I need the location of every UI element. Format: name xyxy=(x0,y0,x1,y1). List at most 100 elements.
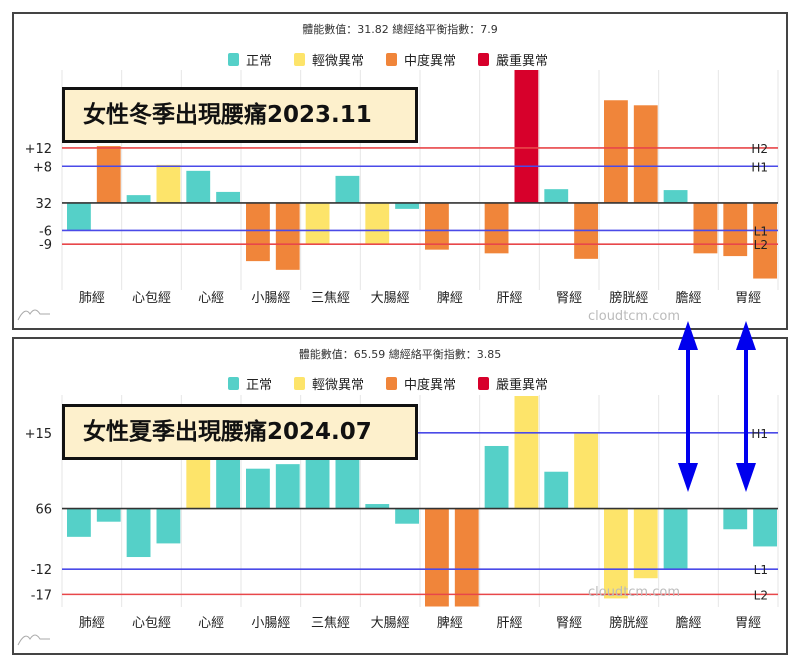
y-tick-label: +12 xyxy=(25,142,52,157)
bar-大腸經-left xyxy=(365,202,390,245)
bar-肝經-left xyxy=(484,202,509,254)
bar-脾經-right xyxy=(454,508,479,607)
chart-subtitle: 體能數值：65.59 總經絡平衡指數：3.85 xyxy=(299,347,501,361)
bar-肺經-left xyxy=(67,202,91,231)
bar-小腸經-right xyxy=(275,464,300,509)
bar-小腸經-left xyxy=(246,468,270,509)
x-tick-label: 三焦經 xyxy=(311,291,350,306)
x-tick-label: 大腸經 xyxy=(371,291,410,306)
legend-label: 正常 xyxy=(246,378,272,393)
legend-label: 正常 xyxy=(246,54,272,69)
x-tick-label: 腎經 xyxy=(556,616,582,631)
legend-label: 嚴重異常 xyxy=(496,53,548,69)
x-tick-label: 脾經 xyxy=(437,291,463,306)
bar-小腸經-left xyxy=(246,202,270,262)
x-tick-label: 三焦經 xyxy=(311,616,350,631)
x-tick-label: 心經 xyxy=(198,291,224,306)
bar-胃經-left xyxy=(723,202,748,257)
bar-腎經-left xyxy=(544,189,569,203)
y-baseline-label: 32 xyxy=(35,197,52,212)
bar-膽經-right xyxy=(693,202,718,254)
x-tick-label: 心包經 xyxy=(132,616,171,631)
bar-膽經-left xyxy=(663,190,688,203)
legend-label: 嚴重異常 xyxy=(496,377,548,393)
x-tick-label: 腎經 xyxy=(556,291,582,306)
bar-大腸經-left xyxy=(365,504,390,509)
reference-line-label: H2 xyxy=(751,142,768,156)
x-tick-label: 膽經 xyxy=(675,291,701,306)
x-tick-label: 膽經 xyxy=(675,616,701,631)
chart-title-summer: 女性夏季出現腰痛2024.07 xyxy=(62,404,418,460)
x-tick-label: 心經 xyxy=(198,616,224,631)
x-tick-label: 胃經 xyxy=(735,291,761,306)
bar-膀胱經-right xyxy=(633,508,658,579)
bar-三焦經-left xyxy=(305,202,330,245)
y-baseline-label: 66 xyxy=(35,503,52,518)
bar-三焦經-left xyxy=(305,455,330,509)
x-tick-label: 膀胱經 xyxy=(609,615,648,631)
bar-膀胱經-left xyxy=(604,508,628,599)
y-tick-label: +8 xyxy=(33,160,52,175)
legend-label: 輕微異常 xyxy=(312,378,364,393)
logo-icon xyxy=(17,634,50,646)
bar-心包經-left xyxy=(126,195,151,203)
legend-swatch xyxy=(386,377,397,390)
bar-心包經-right xyxy=(156,164,181,203)
x-tick-label: 肝經 xyxy=(496,291,522,306)
legend-swatch xyxy=(478,53,489,66)
y-tick-label: +15 xyxy=(25,427,52,442)
bar-肝經-right xyxy=(514,70,539,203)
reference-line-label: H1 xyxy=(751,160,768,174)
bar-脾經-left xyxy=(425,202,449,250)
logo-icon xyxy=(17,309,50,321)
bar-三焦經-right xyxy=(335,455,360,509)
bar-肝經-right xyxy=(514,396,539,509)
legend-swatch xyxy=(478,377,489,390)
y-tick-label: -6 xyxy=(39,224,52,239)
chart-0: 體能數值：31.82 總經絡平衡指數：7.9 正常 輕微異常 中度異常 嚴重異常 +12 H… xyxy=(17,22,779,324)
x-tick-label: 膀胱經 xyxy=(609,290,648,306)
bar-胃經-left xyxy=(723,508,748,530)
reference-line-label: H1 xyxy=(751,427,768,441)
chart-title-winter: 女性冬季出現腰痛2023.11 xyxy=(62,87,418,143)
x-tick-label: 小腸經 xyxy=(251,616,290,631)
bar-腎經-right xyxy=(574,432,598,509)
bar-心經-right xyxy=(216,191,240,203)
reference-line-label: L2 xyxy=(754,588,768,602)
legend-swatch xyxy=(294,53,305,66)
y-tick-label: -9 xyxy=(39,238,52,253)
bar-膀胱經-right xyxy=(633,105,658,203)
x-tick-label: 胃經 xyxy=(735,616,761,631)
bar-肝經-left xyxy=(484,445,509,509)
bar-三焦經-right xyxy=(335,175,360,203)
chart-1: 體能數值：65.59 總經絡平衡指數：3.85 正常 輕微異常 中度異常 嚴重異常 +15… xyxy=(17,347,779,646)
x-tick-label: 肝經 xyxy=(496,616,522,631)
legend-swatch xyxy=(228,377,239,390)
legend-swatch xyxy=(386,53,397,66)
watermark: cloudtcm.com xyxy=(588,585,680,600)
legend-label: 輕微異常 xyxy=(312,54,364,69)
bar-小腸經-right xyxy=(275,202,300,270)
bar-心經-left xyxy=(186,170,211,203)
bar-肺經-right xyxy=(96,146,121,203)
bar-心包經-right xyxy=(156,508,181,544)
x-tick-label: 脾經 xyxy=(437,616,463,631)
bar-膽經-left xyxy=(663,508,688,570)
bar-膀胱經-left xyxy=(604,100,628,203)
watermark: cloudtcm.com xyxy=(588,309,680,324)
chart-subtitle: 體能數值：31.82 總經絡平衡指數：7.9 xyxy=(302,22,497,36)
x-tick-label: 小腸經 xyxy=(251,291,290,306)
y-tick-label: -17 xyxy=(31,588,52,603)
reference-line-label: L1 xyxy=(754,224,768,238)
x-tick-label: 肺經 xyxy=(79,616,105,631)
x-tick-label: 心包經 xyxy=(132,291,171,306)
legend-swatch xyxy=(228,53,239,66)
bar-心包經-left xyxy=(126,508,151,558)
y-tick-label: -12 xyxy=(31,563,52,578)
legend-swatch xyxy=(294,377,305,390)
bar-胃經-right xyxy=(753,508,777,547)
reference-line-label: L2 xyxy=(754,238,768,252)
bar-胃經-right xyxy=(753,202,777,279)
legend-label: 中度異常 xyxy=(404,377,456,393)
